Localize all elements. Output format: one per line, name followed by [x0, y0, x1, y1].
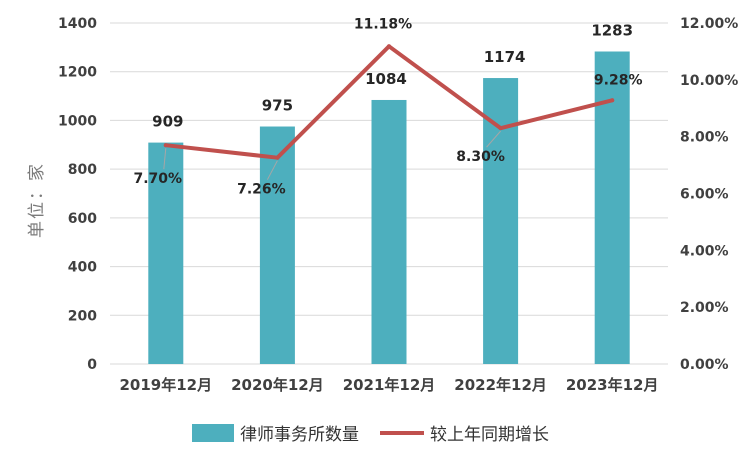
left-tick-label: 400: [68, 260, 97, 276]
legend-label-bars: 律师事务所数量: [240, 425, 359, 445]
legend-label-line: 较上年同期增长: [430, 425, 549, 445]
bar-value-label: 1283: [591, 21, 633, 39]
bar: [148, 142, 184, 364]
line-point: [498, 126, 503, 131]
left-tick-label: 1000: [58, 113, 97, 129]
right-tick-label: 12.00%: [680, 16, 738, 32]
left-tick-label: 1200: [58, 65, 97, 81]
bar: [259, 126, 295, 365]
right-tick-label: 0.00%: [680, 357, 729, 373]
bars: [148, 51, 630, 365]
growth-line-layer: [163, 44, 615, 160]
line-point: [610, 98, 615, 103]
leader-line: [486, 130, 501, 148]
left-tick-label: 600: [68, 211, 97, 227]
x-tick-label: 2021年12月: [343, 376, 436, 394]
left-tick-label: 1400: [58, 16, 97, 32]
leader-line: [163, 148, 167, 170]
leader-line: [266, 160, 278, 180]
legend-swatch-bars: [192, 424, 234, 442]
legend: 律师事务所数量 较上年同期增长: [192, 424, 549, 445]
line-point: [163, 143, 168, 148]
right-axis-ticks: 0.00% 2.00% 4.00% 6.00% 8.00% 10.00% 12.00%: [680, 16, 738, 373]
line-value-label: 9.28%: [594, 72, 643, 88]
x-tick-label: 2020年12月: [231, 376, 324, 394]
bar-value-label: 1084: [365, 70, 407, 88]
left-axis-ticks: 0 200 400 600 800 1000 1200 1400: [58, 16, 97, 373]
line-value-label: 7.70%: [134, 171, 183, 187]
line-value-label: 7.26%: [237, 182, 286, 198]
x-tick-label: 2019年12月: [119, 376, 212, 394]
bar-data-labels: 909 975 1084 1174 1283: [152, 21, 633, 130]
left-tick-label: 0: [87, 357, 97, 373]
x-tick-label: 2022年12月: [454, 376, 547, 394]
line-point: [387, 44, 391, 49]
right-tick-label: 4.00%: [680, 243, 729, 259]
bar-value-label: 909: [152, 113, 183, 131]
right-tick-label: 8.00%: [680, 130, 729, 146]
bar-value-label: 1174: [484, 48, 526, 66]
bar-value-label: 975: [262, 97, 293, 115]
line-point: [275, 155, 280, 160]
y-axis-label: 单位：家: [27, 162, 47, 238]
right-tick-label: 2.00%: [680, 300, 729, 316]
x-tick-label: 2023年12月: [566, 376, 659, 394]
left-tick-label: 200: [68, 308, 97, 324]
line-value-label: 8.30%: [456, 149, 505, 165]
line-data-labels: 7.70% 7.26% 11.18% 8.30% 9.28%: [134, 16, 643, 197]
label-leader-lines: [163, 130, 501, 180]
bar: [371, 99, 407, 365]
right-tick-label: 10.00%: [680, 73, 738, 89]
left-tick-label: 800: [68, 162, 97, 178]
right-tick-label: 6.00%: [680, 187, 729, 203]
line-value-label: 11.18%: [354, 16, 412, 32]
x-axis-ticks: 2019年12月 2020年12月 2021年12月 2022年12月 2023年12月: [119, 376, 658, 394]
